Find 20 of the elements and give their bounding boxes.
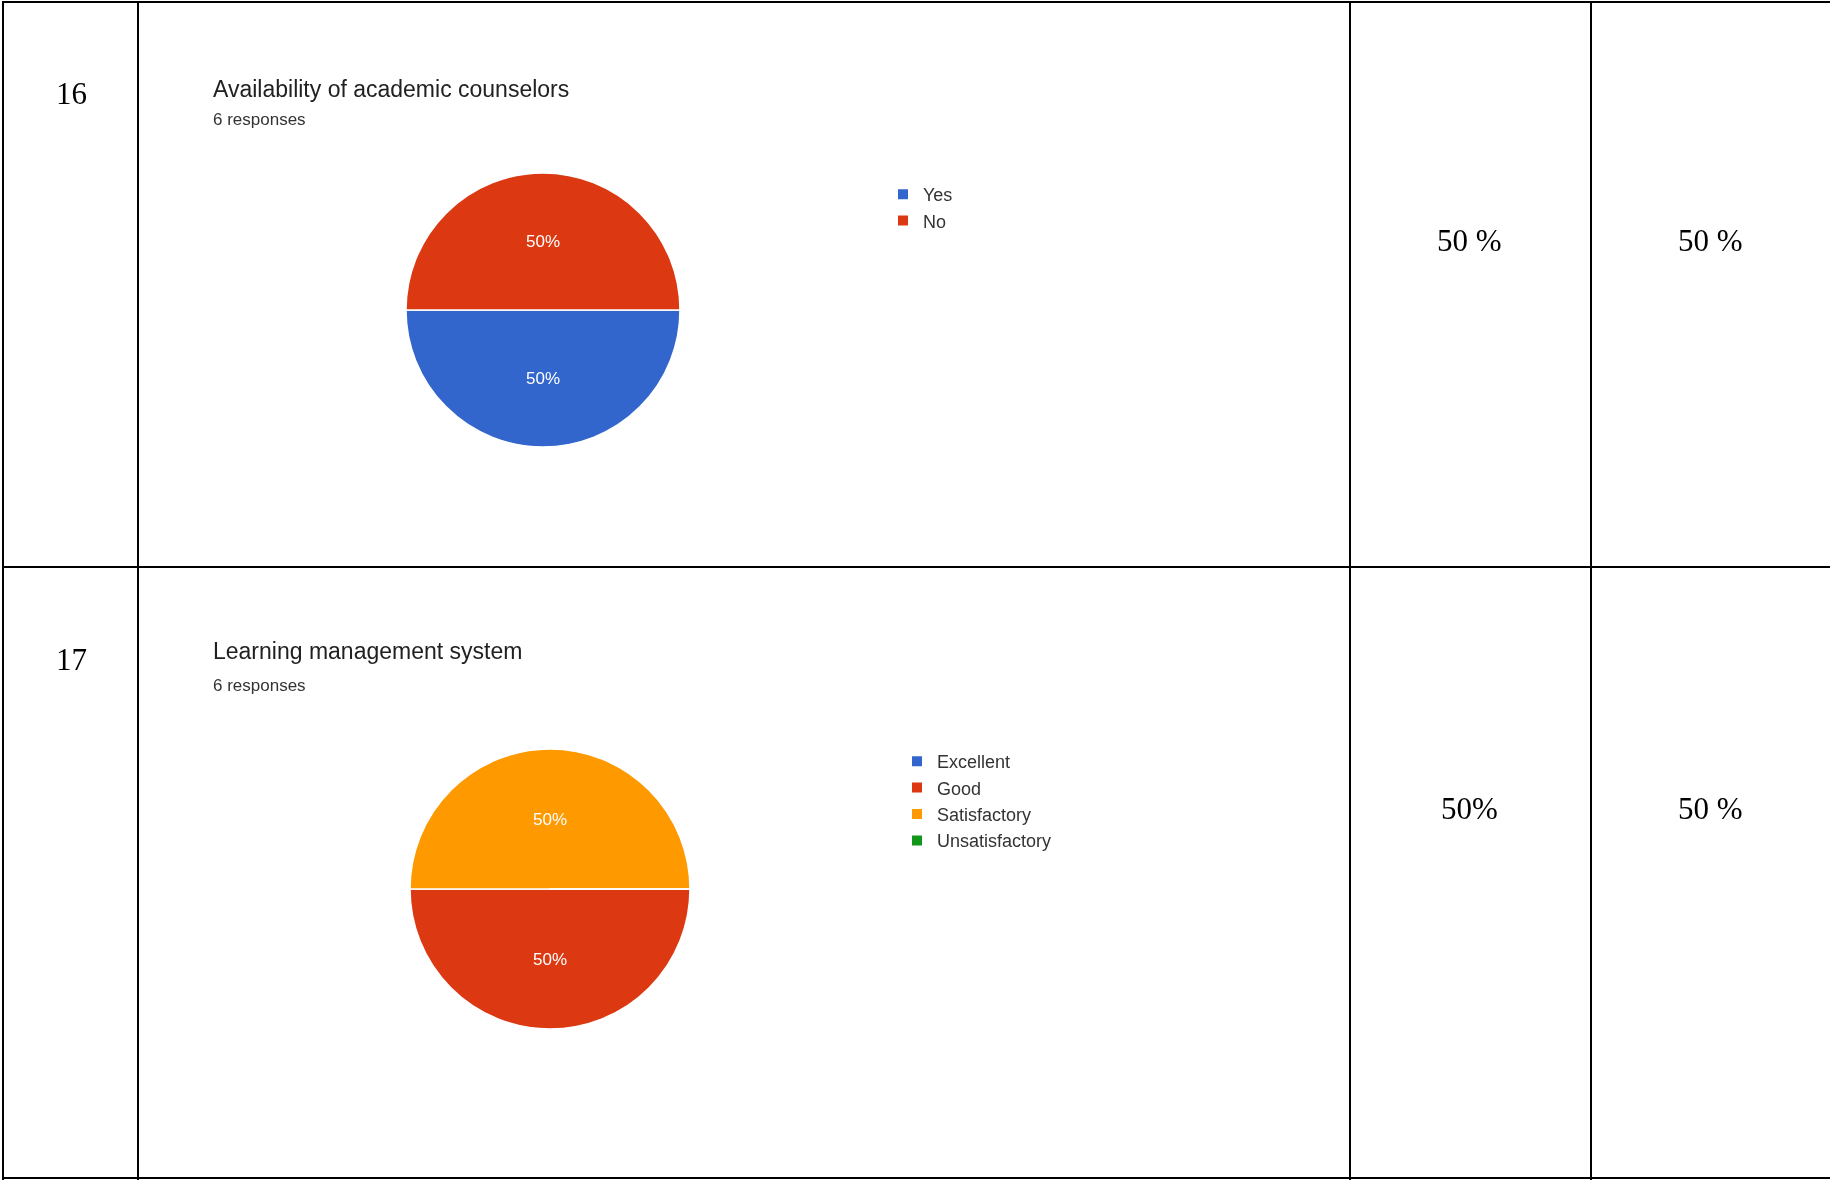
legend-label: Satisfactory	[937, 805, 1032, 826]
legend-label: No	[923, 211, 947, 232]
text: 50 %	[1678, 223, 1743, 258]
data-label: 50%	[525, 369, 561, 388]
legend-label: Yes	[923, 185, 953, 206]
legend-label: Unsatisfactory	[937, 831, 1052, 852]
chart-title: Learning management system	[213, 638, 523, 664]
data-label: 50%	[532, 949, 568, 969]
text: 17	[56, 642, 87, 677]
text: 16	[56, 76, 87, 111]
text: 50 %	[1678, 791, 1743, 826]
text: 50%	[1441, 791, 1498, 826]
text: 6 responses	[213, 110, 306, 129]
data-label: 50%	[525, 232, 561, 251]
data-label: 50%	[532, 809, 568, 829]
legend-label: Good	[937, 778, 982, 799]
text: 50 %	[1437, 223, 1502, 258]
legend-label: Excellent	[937, 752, 1011, 773]
chart-title: Availability of academic counselors	[213, 76, 570, 102]
text: 6 responses	[213, 676, 306, 695]
